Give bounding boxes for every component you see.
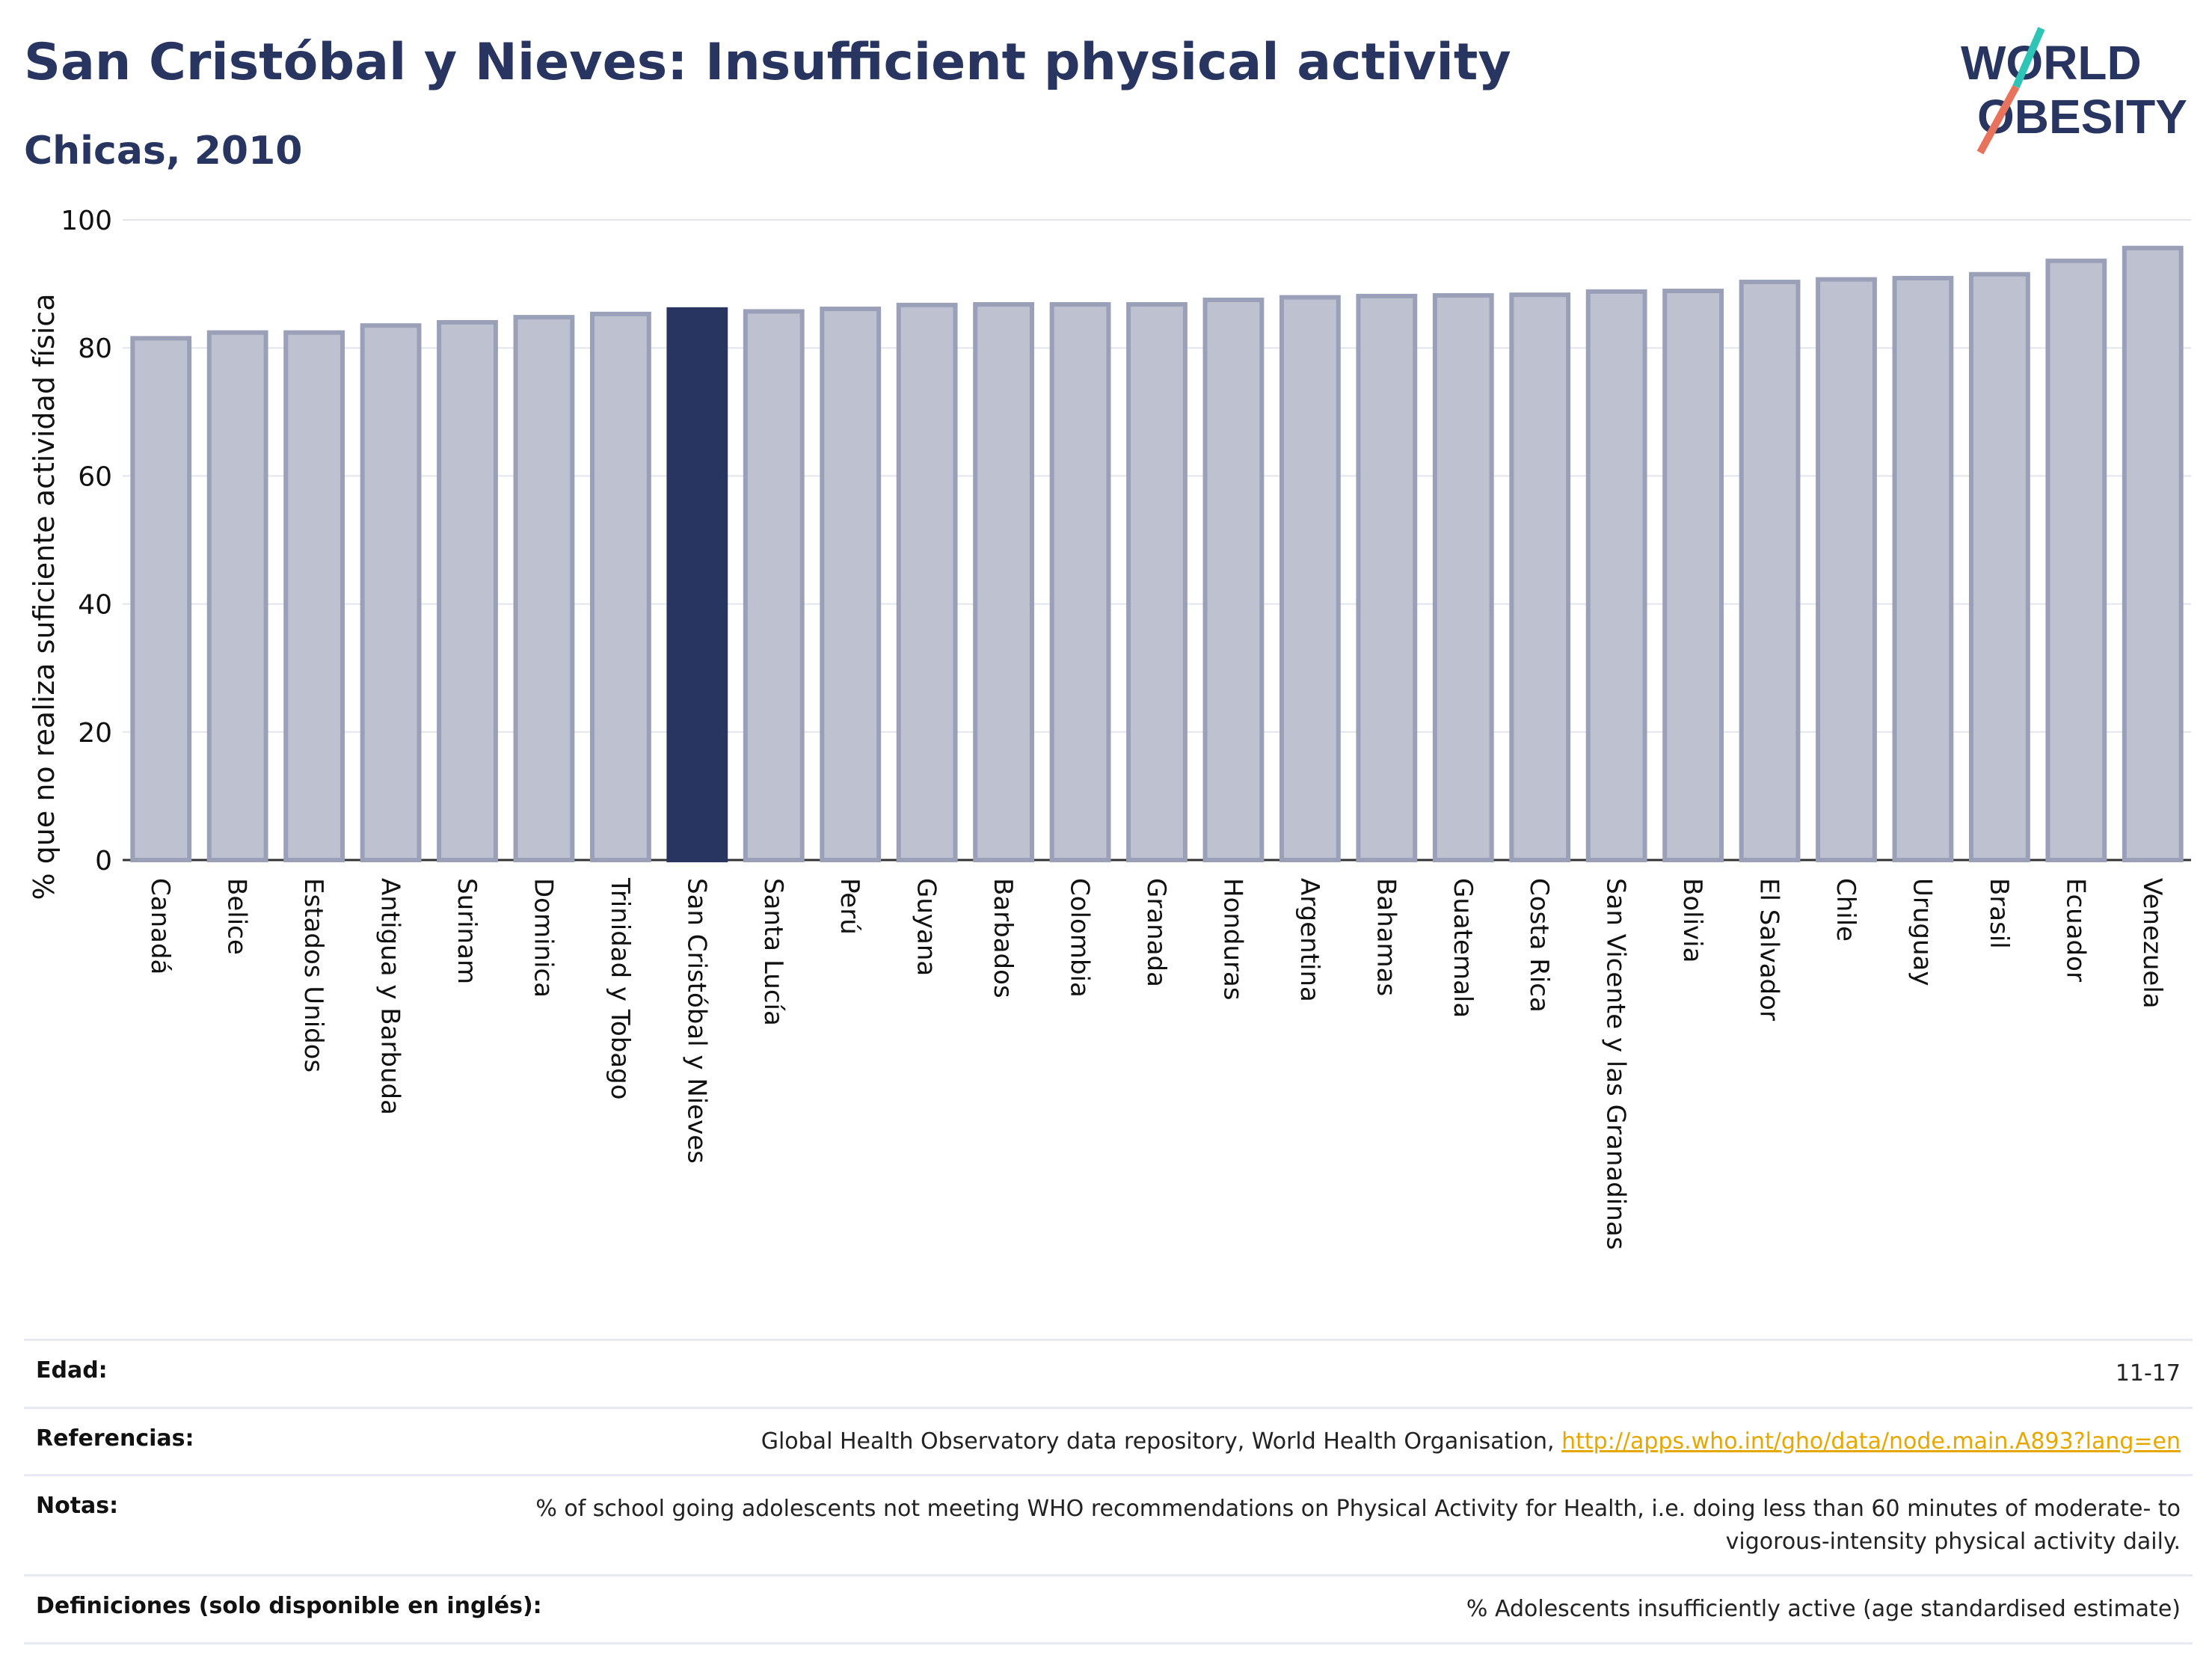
x-tick-label: Chile: [1831, 878, 1861, 942]
x-tick-label: San Vicente y las Granadinas: [1601, 878, 1631, 1250]
bar: [1816, 277, 1877, 863]
y-tick-label: 20: [78, 718, 112, 749]
bar-layer: [130, 245, 2184, 863]
references-text: Global Health Observatory data repositor…: [761, 1428, 1555, 1455]
y-tick-label: 40: [78, 590, 112, 621]
x-tick-label: Bahamas: [1371, 878, 1401, 996]
definitions-label: Definiciones (solo disponible en inglés)…: [36, 1593, 542, 1619]
x-tick-label: Perú: [835, 878, 864, 935]
x-tick-label: Honduras: [1217, 878, 1247, 1001]
x-tick-label: Belice: [222, 878, 252, 955]
meta-row-age: Edad: 11-17: [24, 1339, 2193, 1407]
bar: [743, 309, 805, 862]
references-link[interactable]: http://apps.who.int/gho/data/node.main.A…: [1561, 1428, 2181, 1455]
bar: [589, 311, 651, 863]
x-tick-label: Antigua y Barbuda: [375, 878, 405, 1115]
bar: [1509, 292, 1571, 863]
bar: [360, 323, 422, 862]
bar: [1202, 298, 1265, 862]
x-tick-label: Colombia: [1065, 878, 1095, 998]
definitions-value: % Adolescents insufficiently active (age…: [1466, 1596, 2181, 1622]
x-tick-label: Uruguay: [1907, 878, 1937, 986]
x-tick-label: El Salvador: [1754, 878, 1784, 1021]
x-tick-label: San Cristóbal y Nieves: [681, 878, 711, 1164]
references-label: Referencias:: [36, 1425, 194, 1452]
y-tick-label: 60: [78, 461, 112, 492]
bar-chart: 0 20 40 60 80 100 Canadá Belice Estados Unidos An…: [28, 206, 2191, 1250]
x-tick-label: Guyana: [912, 878, 941, 976]
references-value: Global Health Observatory data repositor…: [761, 1425, 2181, 1458]
bar: [1662, 289, 1724, 862]
x-tick-label: Surinam: [452, 878, 482, 984]
x-tick-label: Santa Lucía: [758, 878, 788, 1026]
bar: [820, 306, 882, 862]
x-tick-label: Canadá: [145, 878, 175, 974]
bar: [1892, 275, 1954, 862]
x-tick-label: Barbados: [988, 878, 1018, 998]
x-tick-label: Ecuador: [2060, 878, 2090, 982]
meta-row-notes: Notas: % of school going adolescents not…: [24, 1474, 2193, 1574]
bar: [283, 330, 345, 862]
bar: [1432, 293, 1494, 862]
x-tick-label: Estados Unidos: [298, 878, 328, 1072]
x-tick-label: Granada: [1141, 878, 1171, 987]
metadata-table: Edad: 11-17 Referencias: Global Health O…: [24, 1339, 2193, 1645]
notes-label: Notas:: [36, 1493, 119, 1519]
x-tick-label: Venezuela: [2137, 878, 2167, 1009]
bar: [1279, 295, 1341, 862]
bar: [2122, 245, 2184, 862]
logo-slash-coral: [1976, 85, 2020, 155]
logo-line-1: WORLD: [1961, 36, 2142, 90]
x-tick-label: Argentina: [1294, 878, 1324, 1002]
age-value: 11-17: [2115, 1360, 2181, 1387]
bar: [2045, 258, 2107, 862]
age-label: Edad:: [36, 1357, 108, 1384]
y-tick-label: 80: [78, 334, 112, 364]
bar: [437, 319, 498, 862]
bar: [973, 301, 1035, 862]
bar: [1739, 280, 1801, 863]
x-tick-label: Guatemala: [1448, 878, 1478, 1018]
bar: [130, 336, 192, 862]
bar: [206, 330, 268, 862]
x-tick-label: Brasil: [1984, 878, 2014, 949]
meta-row-references: Referencias: Global Health Observatory d…: [24, 1406, 2193, 1475]
x-tick-label: Costa Rica: [1524, 878, 1554, 1013]
chart-title: San Cristóbal y Nieves: Insufficient phy…: [24, 33, 1511, 92]
x-tick-label: Dominica: [528, 878, 558, 998]
tick-layer: 0 20 40 60 80 100 Canadá Belice Estados Unidos An…: [61, 206, 2166, 1250]
bar: [1356, 293, 1418, 862]
logo-slash-teal: [2012, 27, 2045, 88]
world-obesity-logo: WORLD OBESITY: [1961, 27, 2187, 155]
chart-subtitle: Chicas, 2010: [24, 129, 303, 174]
meta-row-definitions: Definiciones (solo disponible en inglés)…: [24, 1574, 2193, 1645]
bar: [1968, 271, 2030, 862]
x-tick-label: Bolivia: [1677, 878, 1707, 962]
y-axis-label: % que no realiza suficiente actividad fí…: [28, 294, 61, 900]
x-tick-label: Trinidad y Tobago: [605, 877, 635, 1100]
bar: [896, 302, 958, 862]
bar: [513, 315, 575, 862]
bar: [1126, 301, 1188, 862]
bar: [666, 307, 728, 862]
bar: [1049, 301, 1111, 862]
y-tick-label: 100: [61, 206, 112, 236]
bar: [1585, 289, 1647, 862]
notes-value: % of school going adolescents not meetin…: [535, 1496, 2181, 1555]
y-tick-label: 0: [95, 846, 112, 876]
